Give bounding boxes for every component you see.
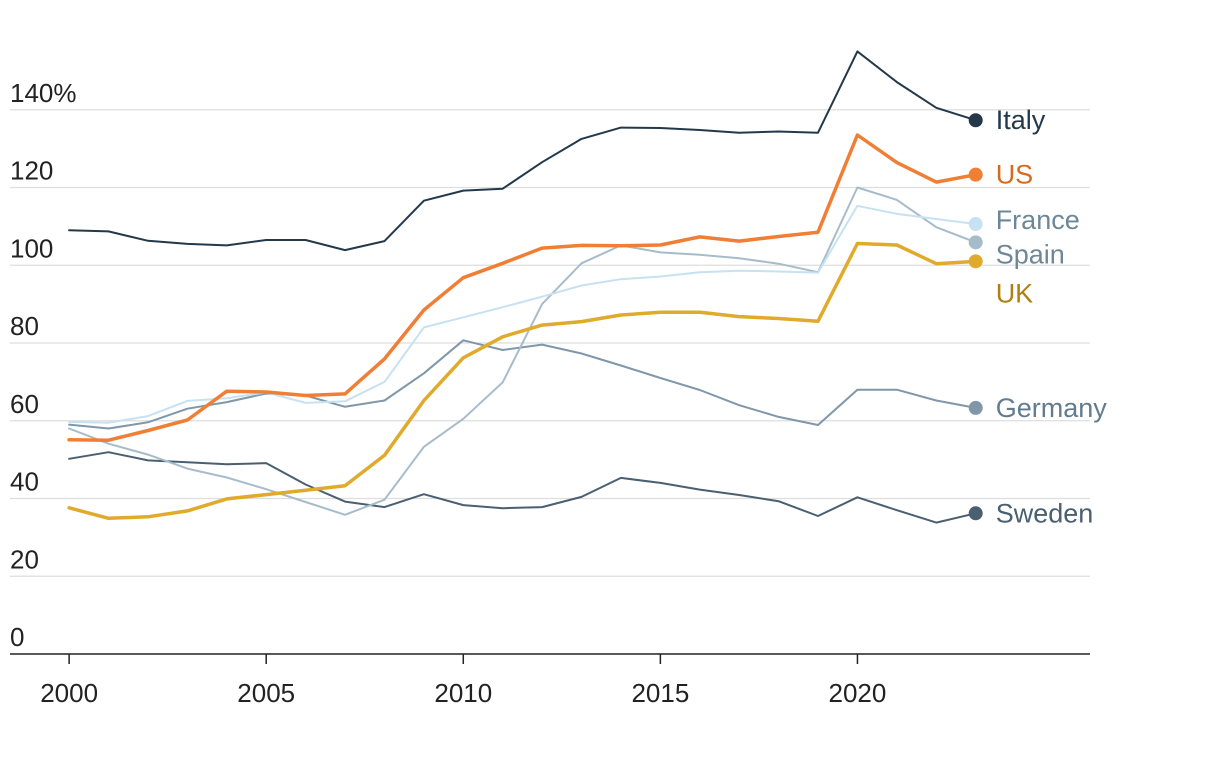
series-label-germany: Germany — [996, 393, 1108, 423]
y-tick-label-20: 20 — [10, 544, 39, 574]
gridlines — [10, 109, 1090, 577]
series-end-markers — [968, 113, 983, 521]
end-marker-france — [968, 217, 983, 232]
series-labels: Italy US France Spain UK Germany Sweden — [996, 105, 1108, 528]
series-line-italy — [68, 50, 977, 252]
series-label-france: France — [996, 205, 1080, 235]
series-lines — [67, 50, 978, 524]
series-line-spain — [68, 186, 977, 516]
x-axis-tick-labels: 2000 2005 2010 2015 2020 — [40, 678, 886, 708]
x-tick-label-2005: 2005 — [237, 678, 295, 708]
series-line-germany — [68, 339, 977, 430]
x-tick-label-2010: 2010 — [434, 678, 492, 708]
series-label-uk: UK — [996, 278, 1034, 308]
y-axis-tick-labels: 0 20 40 60 80 100 120 140% — [10, 78, 77, 652]
series-label-spain: Spain — [996, 239, 1065, 269]
end-marker-us — [968, 167, 983, 182]
series-label-us: US — [996, 160, 1034, 190]
y-tick-label-60: 60 — [10, 389, 39, 419]
y-tick-label-80: 80 — [10, 311, 39, 341]
x-tick-label-2020: 2020 — [829, 678, 887, 708]
series-label-sweden: Sweden — [996, 498, 1094, 528]
y-tick-label-120: 120 — [10, 156, 53, 186]
end-marker-germany — [968, 400, 983, 415]
end-marker-sweden — [968, 506, 983, 521]
x-tick-label-2000: 2000 — [40, 678, 98, 708]
series-line-france — [68, 204, 977, 424]
end-marker-italy — [968, 113, 983, 128]
end-marker-spain — [968, 235, 983, 250]
y-tick-label-0: 0 — [10, 622, 24, 652]
y-tick-label-140: 140% — [10, 78, 77, 108]
y-tick-label-100: 100 — [10, 233, 53, 263]
series-line-uk — [67, 241, 978, 521]
x-tick-label-2015: 2015 — [631, 678, 689, 708]
y-tick-label-40: 40 — [10, 467, 39, 497]
x-axis — [10, 653, 1090, 664]
end-marker-uk — [968, 254, 983, 269]
series-label-italy: Italy — [996, 105, 1046, 135]
series-line-us — [67, 133, 978, 442]
series-line-sweden — [68, 451, 977, 524]
